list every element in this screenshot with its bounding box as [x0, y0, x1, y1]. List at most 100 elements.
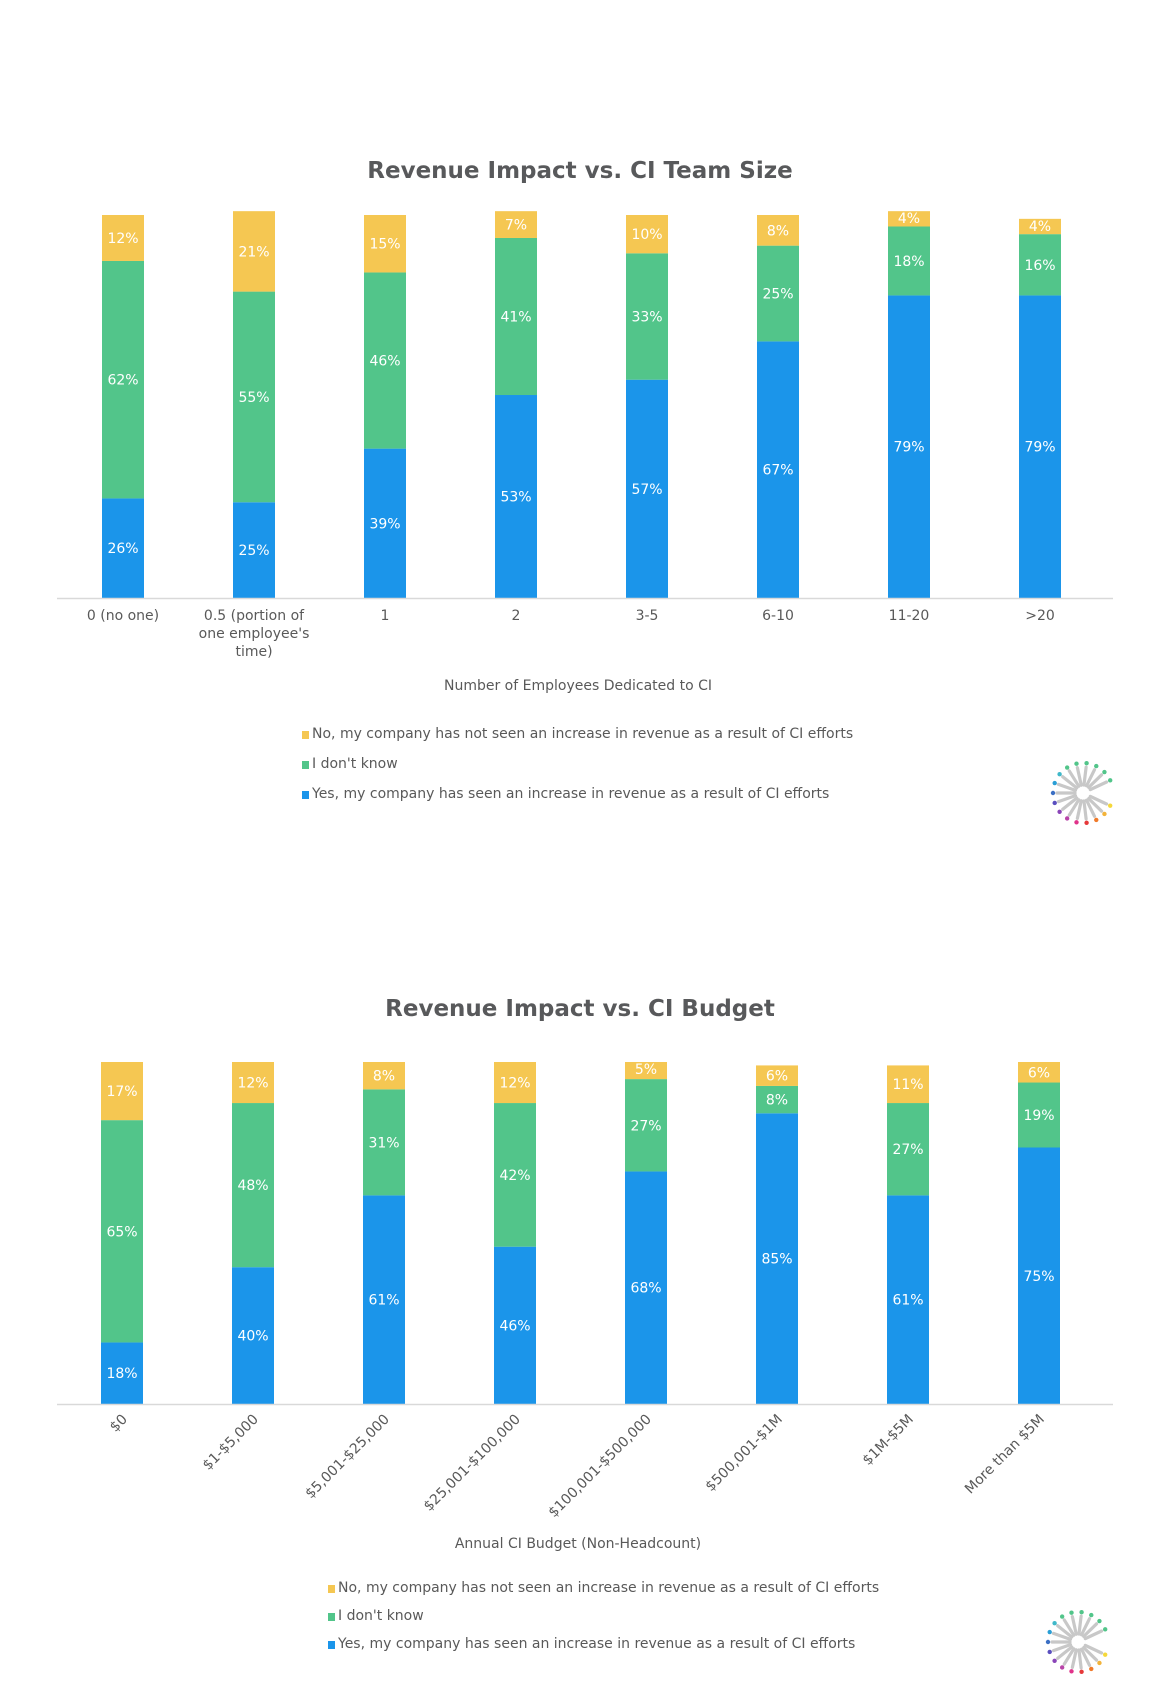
logo-ray: [1087, 796, 1104, 813]
logo-dot: [1064, 816, 1070, 821]
legend-label: Yes, my company has seen an increase in …: [337, 1636, 855, 1652]
logo-ray: [1070, 1648, 1078, 1669]
data-label: 18%: [106, 1366, 137, 1382]
bar-segment-yes: [364, 448, 406, 598]
bar-segment-yes: [363, 1195, 405, 1404]
data-label: 62%: [107, 373, 138, 389]
logo-dot: [1074, 761, 1079, 766]
bar-segment-dont-know: [1019, 234, 1061, 296]
logo-dot: [1107, 778, 1113, 783]
stacked-bar: 39% 46% 15%: [364, 215, 406, 598]
radial-burst-c-logo-icon: [1045, 1610, 1108, 1674]
bar-segment-dont-know: [363, 1089, 405, 1196]
logo-ray: [1070, 1615, 1078, 1636]
x-tick-label: $100,001-$500,000: [545, 1412, 654, 1521]
bar-segment-no: [757, 215, 799, 246]
logo-dot: [1057, 809, 1062, 814]
x-tick-label: 11-20: [889, 608, 930, 624]
logo-dot: [1052, 1621, 1057, 1626]
chart-team-size: Revenue Impact vs. CI Team Size 26% 62% 12%…: [57, 158, 1113, 825]
logo-ray: [1088, 794, 1109, 806]
legend-swatch: [302, 731, 309, 739]
bar-segment-yes: [101, 1342, 143, 1404]
logo-ray: [1082, 1645, 1099, 1662]
stacked-bar: 40% 48% 12%: [232, 1062, 274, 1404]
logo-ray: [1061, 796, 1079, 811]
data-label: 33%: [631, 309, 662, 325]
stacked-bar: 79% 18% 4%: [888, 211, 930, 598]
logo-dot: [1107, 803, 1113, 808]
data-label: 42%: [499, 1168, 530, 1184]
logo-dot: [1102, 1627, 1108, 1632]
bar-segment-no: [233, 211, 275, 292]
data-label: 26%: [107, 541, 138, 557]
data-label: 57%: [631, 482, 662, 498]
stacked-bar: 46% 42% 12%: [494, 1062, 536, 1404]
bar-segment-no: [101, 1062, 143, 1121]
bar-segment-dont-know: [364, 272, 406, 449]
chart-title: Revenue Impact vs. CI Budget: [385, 996, 775, 1022]
data-label: 18%: [893, 254, 924, 270]
bar-segment-yes: [494, 1246, 536, 1404]
logo-ray: [1062, 1647, 1076, 1666]
x-tick-label: 0 (no one): [87, 608, 159, 624]
legend-label: I don't know: [312, 756, 398, 772]
data-label: 48%: [237, 1178, 268, 1194]
logo-ray: [1056, 794, 1078, 804]
data-label: 5%: [635, 1062, 657, 1078]
legend-swatch: [302, 761, 309, 769]
x-tick-label: $5,001-$25,000: [302, 1412, 392, 1502]
logo-ray: [1079, 1647, 1092, 1667]
bar-segment-dont-know: [757, 245, 799, 342]
bar-segment-no: [232, 1062, 274, 1104]
x-tick-label: 0.5 (portion of one employee's time): [199, 608, 310, 660]
data-label: 6%: [1028, 1065, 1050, 1081]
legend-item-dont-know: I don't know: [328, 1608, 424, 1624]
data-label: 12%: [107, 231, 138, 247]
legend-swatch: [328, 1613, 335, 1621]
x-axis-title: Number of Employees Dedicated to CI: [444, 678, 712, 694]
x-tick-label: $1-$5,000: [200, 1412, 262, 1474]
logo-dot: [1102, 811, 1107, 817]
bar-segment-dont-know: [1018, 1082, 1060, 1148]
logo-ray: [1051, 1631, 1073, 1641]
legend-item-yes: Yes, my company has seen an increase in …: [328, 1636, 855, 1652]
stacked-bar: 57% 33% 10%: [626, 215, 668, 598]
legend-item-no: No, my company has not seen an increase …: [328, 1580, 879, 1596]
logo-ray: [1087, 773, 1104, 790]
bar-segment-no: [102, 215, 144, 261]
logo-dot: [1102, 1652, 1108, 1657]
data-label: 25%: [762, 287, 793, 303]
bar-segment-yes: [626, 379, 668, 598]
bar-segment-no: [1019, 218, 1061, 235]
x-tick-label: $1M-$5M: [860, 1412, 917, 1469]
bar-segment-yes: [233, 502, 275, 598]
legend-swatch: [328, 1585, 335, 1593]
logo-dot: [1052, 1658, 1057, 1663]
logo-dot: [1059, 1665, 1065, 1670]
logo-dot: [1050, 790, 1056, 796]
bar-segment-dont-know: [626, 253, 668, 380]
logo-dot: [1074, 820, 1079, 825]
x-tick-label: 1: [381, 608, 390, 624]
data-label: 8%: [766, 1093, 788, 1109]
logo-dot: [1079, 1669, 1084, 1674]
logo-dot: [1084, 820, 1089, 825]
data-label: 53%: [500, 490, 531, 506]
bar-segment-no: [363, 1062, 405, 1090]
legend-swatch: [328, 1641, 335, 1649]
data-label: 25%: [238, 543, 269, 559]
x-tick-label: >20: [1025, 608, 1055, 624]
logo-dot: [1079, 1610, 1084, 1615]
stacked-bar: 68% 27% 5%: [625, 1062, 667, 1404]
logo-dot: [1047, 1629, 1052, 1635]
data-label: 4%: [898, 211, 920, 227]
bar-segment-no: [626, 215, 668, 254]
data-label: 46%: [369, 354, 400, 370]
chart-title: Revenue Impact vs. CI Team Size: [367, 158, 792, 184]
logo-ray: [1082, 765, 1088, 787]
logo-dot: [1097, 1618, 1102, 1624]
x-tick-label: $25,001-$100,000: [421, 1412, 524, 1515]
data-label: 67%: [762, 463, 793, 479]
bar-segment-yes: [232, 1267, 274, 1404]
